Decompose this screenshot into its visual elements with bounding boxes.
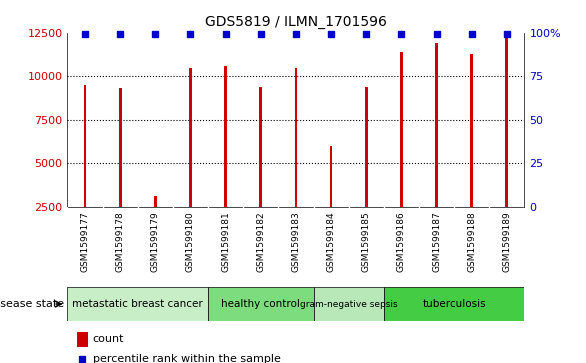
Bar	[330, 146, 332, 207]
Bar	[67, 287, 208, 321]
Text: gram-negative sepsis: gram-negative sepsis	[300, 299, 397, 309]
Bar	[506, 34, 508, 207]
Text: GSM1599184: GSM1599184	[326, 211, 336, 272]
Text: GSM1599177: GSM1599177	[80, 211, 90, 272]
Bar	[471, 54, 473, 207]
Text: GSM1599180: GSM1599180	[186, 211, 195, 272]
Text: tuberculosis: tuberculosis	[423, 299, 486, 309]
Bar	[365, 87, 367, 207]
Text: GSM1599186: GSM1599186	[397, 211, 406, 272]
Bar	[77, 332, 88, 347]
Bar	[84, 85, 86, 207]
Text: metastatic breast cancer: metastatic breast cancer	[72, 299, 203, 309]
Text: GSM1599178: GSM1599178	[115, 211, 125, 272]
Bar	[384, 287, 524, 321]
Bar	[435, 43, 438, 207]
Bar	[314, 287, 384, 321]
Text: GSM1599188: GSM1599188	[467, 211, 476, 272]
Text: GSM1599181: GSM1599181	[221, 211, 230, 272]
Text: GSM1599189: GSM1599189	[502, 211, 512, 272]
Text: GSM1599187: GSM1599187	[432, 211, 441, 272]
Text: disease state: disease state	[0, 299, 64, 309]
Text: GSM1599183: GSM1599183	[291, 211, 301, 272]
Bar	[400, 52, 403, 207]
Title: GDS5819 / ILMN_1701596: GDS5819 / ILMN_1701596	[205, 15, 387, 29]
Bar	[189, 68, 192, 207]
Bar	[295, 68, 297, 207]
Text: GSM1599182: GSM1599182	[256, 211, 265, 272]
Text: percentile rank within the sample: percentile rank within the sample	[93, 354, 281, 363]
Text: GSM1599179: GSM1599179	[151, 211, 160, 272]
Text: count: count	[93, 334, 124, 344]
Text: GSM1599185: GSM1599185	[362, 211, 371, 272]
Text: healthy control: healthy control	[222, 299, 300, 309]
Bar	[224, 66, 227, 207]
Bar	[154, 196, 156, 207]
Bar	[208, 287, 314, 321]
Bar	[260, 87, 262, 207]
Bar	[119, 89, 121, 207]
